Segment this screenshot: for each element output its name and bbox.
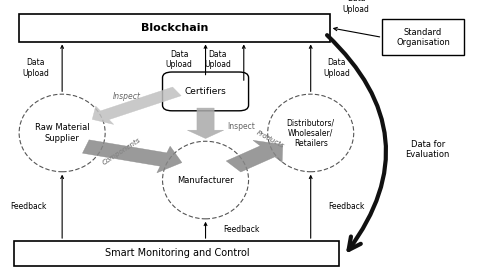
Ellipse shape [163,141,249,219]
Text: Blockchain: Blockchain [141,23,208,33]
Text: Feedback: Feedback [328,202,365,211]
Text: Data
Upload: Data Upload [166,50,193,69]
Ellipse shape [19,94,105,172]
Text: Data
Upload: Data Upload [22,58,49,78]
Text: Distributors/
Wholesaler/
Retailers: Distributors/ Wholesaler/ Retailers [287,118,335,148]
FancyBboxPatch shape [382,19,464,55]
Polygon shape [187,108,224,138]
Text: Inspect: Inspect [113,92,141,101]
Text: Feedback: Feedback [223,225,260,234]
Polygon shape [92,87,181,124]
Text: Raw Material
Supplier: Raw Material Supplier [35,123,89,143]
Text: Data for
Evaluation: Data for Evaluation [406,140,450,159]
Polygon shape [226,140,283,172]
Text: Inspect: Inspect [227,122,255,130]
Text: Data
Upload: Data Upload [324,58,350,78]
FancyBboxPatch shape [19,14,330,42]
Polygon shape [83,140,182,173]
Text: Data
Upload: Data Upload [343,0,369,14]
Text: Data
Upload: Data Upload [204,50,231,69]
Text: Products: Products [255,130,285,150]
FancyBboxPatch shape [163,72,249,111]
Text: Components: Components [102,136,142,166]
FancyBboxPatch shape [14,241,339,266]
FancyArrowPatch shape [327,35,386,250]
Text: Certifiers: Certifiers [185,87,227,96]
Text: Smart Monitoring and Control: Smart Monitoring and Control [105,248,249,258]
Text: Manufacturer: Manufacturer [177,176,234,184]
Text: Standard
Organisation: Standard Organisation [396,28,450,47]
Ellipse shape [268,94,354,172]
Text: Feedback: Feedback [11,202,47,211]
